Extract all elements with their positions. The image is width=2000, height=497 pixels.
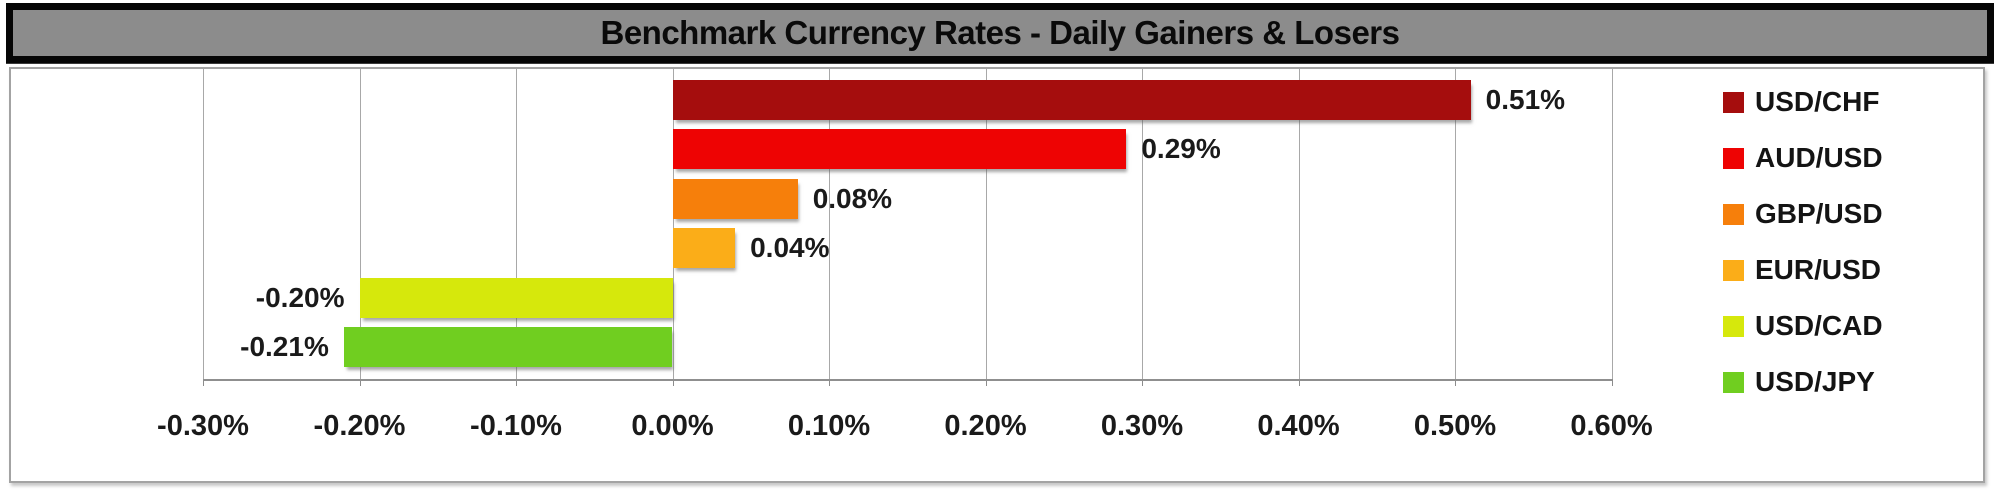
gridline [1142, 69, 1143, 379]
legend-item-GBP/USD: GBP/USD [1723, 186, 1883, 242]
legend-item-EUR/USD: EUR/USD [1723, 242, 1883, 298]
gridline [985, 69, 987, 379]
legend-item-AUD/USD: AUD/USD [1723, 130, 1883, 186]
bar-value-label: 0.04% [750, 232, 830, 264]
bar-value-label: 0.51% [1485, 84, 1566, 115]
legend-item-USD/JPY: USD/JPY [1723, 354, 1883, 410]
x-axis-tick-label: -0.30% [157, 410, 249, 442]
bar-USD/CAD [359, 277, 673, 318]
legend-label: EUR/USD [1755, 254, 1882, 285]
axis-tick [516, 379, 517, 386]
axis-tick [1142, 379, 1143, 386]
gridline [516, 69, 517, 379]
gridline [359, 69, 361, 379]
legend-swatch-icon [1723, 259, 1744, 281]
x-axis-tick-label: -0.20% [313, 410, 406, 442]
x-axis-tick-label: 0.30% [1100, 410, 1184, 442]
bar-USD/JPY [343, 327, 673, 367]
legend-item-USD/CAD: USD/CAD [1723, 298, 1883, 354]
x-axis-tick-label: 0.20% [944, 410, 1027, 442]
x-axis-line [203, 379, 1612, 381]
chart-title-bar: Benchmark Currency Rates - Daily Gainers… [6, 3, 1994, 63]
legend-swatch-icon [1723, 91, 1744, 113]
gridline [672, 69, 674, 379]
x-axis-tick-label: 0.40% [1257, 410, 1340, 442]
gridline [829, 69, 830, 379]
x-axis-tick-label: -0.10% [470, 410, 562, 442]
legend-swatch-icon [1723, 315, 1744, 337]
x-axis-tick-label: 0.10% [787, 410, 871, 442]
bar-USD/CHF [672, 80, 1471, 120]
legend: USD/CHF AUD/USD GBP/USD EUR/USD USD/CAD USD/J… [1723, 74, 1883, 410]
legend-label: USD/JPY [1755, 366, 1875, 397]
x-axis-tick-label: 0.00% [631, 410, 714, 442]
legend-swatch-icon [1723, 203, 1744, 225]
axis-tick [985, 379, 987, 386]
axis-tick [1298, 379, 1300, 386]
x-axis-tick-label: 0.60% [1570, 410, 1653, 442]
axis-tick [359, 379, 361, 386]
legend-swatch-icon [1723, 371, 1744, 393]
chart-frame: 0.51% 0.29% 0.08% 0.04% -0.20% -0.21% -0.30% -… [9, 67, 1985, 483]
x-axis-tick-label: 0.50% [1413, 410, 1497, 442]
bar-GBP/USD [672, 178, 798, 219]
legend-label: GBP/USD [1755, 198, 1883, 229]
legend-label: AUD/USD [1755, 142, 1883, 173]
axis-tick [203, 379, 204, 386]
bar-value-label: 0.29% [1141, 133, 1221, 165]
bar-value-label: 0.08% [812, 182, 893, 214]
legend-label: USD/CAD [1755, 310, 1883, 341]
legend-label: USD/CHF [1755, 86, 1880, 117]
chart-title: Benchmark Currency Rates - Daily Gainers… [600, 14, 1400, 51]
gridline [1298, 69, 1300, 379]
gridline [203, 69, 204, 379]
axis-tick [1611, 379, 1613, 386]
bar-value-label: -0.21% [240, 331, 329, 362]
bar-AUD/USD [672, 129, 1127, 170]
gridline [1611, 69, 1613, 379]
axis-tick [1455, 379, 1456, 386]
bar-value-label: -0.20% [255, 281, 345, 313]
axis-tick [829, 379, 830, 386]
gridline [1455, 69, 1456, 379]
legend-swatch-icon [1723, 147, 1744, 169]
axis-tick [672, 379, 674, 386]
bar-EUR/USD [672, 228, 736, 269]
legend-item-USD/CHF: USD/CHF [1723, 74, 1883, 130]
